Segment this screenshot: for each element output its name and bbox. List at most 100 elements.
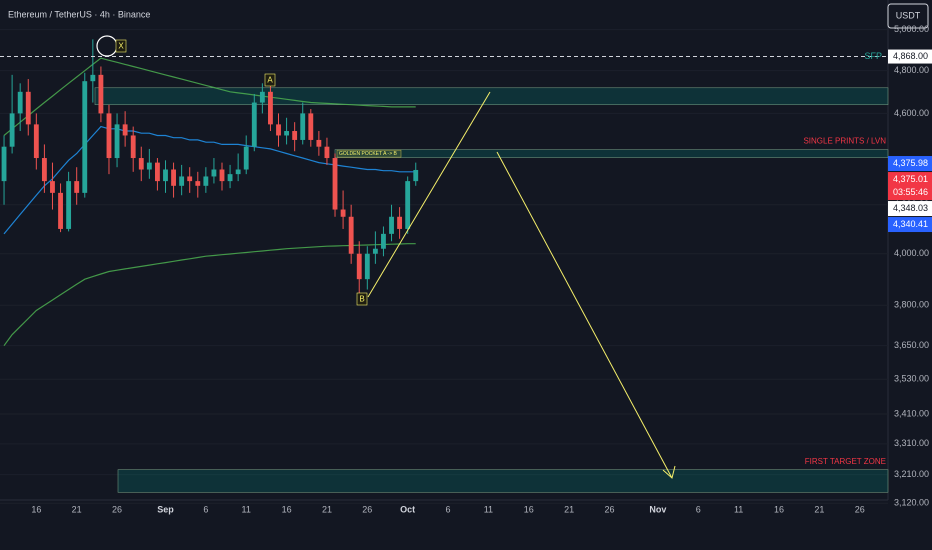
projection-arrow bbox=[496, 151, 673, 479]
candle-body bbox=[316, 139, 322, 147]
candle-body bbox=[413, 169, 419, 182]
x-tick-label: 6 bbox=[446, 504, 451, 514]
x-tick-label: 26 bbox=[604, 504, 614, 514]
point-box bbox=[115, 39, 127, 53]
y-tick-label: 4,800.00 bbox=[894, 65, 929, 75]
x-tick-label: 6 bbox=[696, 504, 701, 514]
price-label-box bbox=[888, 217, 932, 233]
candle-body bbox=[1, 146, 7, 182]
candle-body bbox=[356, 253, 362, 280]
x-tick-label: 21 bbox=[564, 504, 574, 514]
candle-body bbox=[154, 162, 160, 182]
candle-body bbox=[130, 135, 136, 159]
candle-body bbox=[227, 174, 233, 182]
x-tick-label: 11 bbox=[242, 504, 251, 514]
candle-body bbox=[211, 169, 217, 177]
candle-body bbox=[122, 124, 128, 136]
candle-body bbox=[58, 192, 63, 229]
y-tick-label: 3,530.00 bbox=[894, 374, 929, 384]
candle-body bbox=[9, 113, 15, 147]
x-tick-label: 16 bbox=[774, 504, 784, 514]
candle-body bbox=[372, 248, 378, 254]
candle-body bbox=[332, 158, 338, 210]
plot: FIRST TARGET ZONE SINGLE PRINTS / LVN GOLD… bbox=[0, 29, 889, 504]
x-tick-label: 11 bbox=[734, 504, 743, 514]
x-tick-label: Oct bbox=[400, 504, 415, 514]
candle-body bbox=[163, 169, 168, 182]
candle-body bbox=[106, 113, 112, 159]
countdown: 03:55:46 bbox=[893, 187, 928, 197]
candle-body bbox=[292, 131, 298, 140]
x-tick-label: Nov bbox=[649, 504, 666, 514]
x-tick-label: 16 bbox=[282, 504, 292, 514]
annotation: GOLDEN POCKET A -> B bbox=[339, 151, 398, 157]
y-tick-label: 3,800.00 bbox=[894, 300, 929, 310]
y-tick-label: 3,410.00 bbox=[894, 408, 929, 418]
point-label: X bbox=[118, 42, 124, 51]
symbol-title: Ethereum / TetherUS · 4h · Binance bbox=[8, 9, 150, 19]
candle-body bbox=[187, 176, 193, 182]
zone-label: SINGLE PRINTS / LVN bbox=[803, 137, 886, 146]
x-tick-label: Sep bbox=[157, 504, 174, 514]
price-label: 4,375.01 bbox=[893, 174, 928, 184]
indicator-line bbox=[3, 57, 416, 136]
level-label: SFP bbox=[864, 51, 882, 61]
candle-body bbox=[340, 209, 346, 217]
candle-body bbox=[195, 181, 201, 186]
candle-body bbox=[179, 176, 185, 186]
candle-body bbox=[41, 158, 47, 182]
candle-body bbox=[268, 91, 273, 125]
x-tick-label: 21 bbox=[322, 504, 332, 514]
candle-body bbox=[259, 91, 265, 103]
y-tick-label: 5,000.00 bbox=[894, 24, 929, 34]
candle-body bbox=[82, 81, 88, 193]
price-label-box bbox=[888, 49, 932, 64]
y-tick-label: 3,310.00 bbox=[894, 438, 929, 448]
y-tick-label: 4,000.00 bbox=[894, 248, 929, 258]
candle-body bbox=[348, 216, 354, 254]
currency-label: USDT bbox=[896, 10, 921, 20]
candle-body bbox=[50, 181, 55, 193]
candle-body bbox=[146, 162, 152, 170]
candle-body bbox=[74, 181, 80, 193]
arrow-head bbox=[662, 465, 676, 479]
y-tick-label: 3,120.00 bbox=[894, 498, 929, 508]
x-tick-label: 16 bbox=[31, 504, 41, 514]
indicator-line bbox=[3, 125, 416, 235]
point-box bbox=[356, 292, 368, 306]
candle-body bbox=[364, 253, 370, 280]
candle-body bbox=[276, 124, 281, 136]
x-tick-label: 16 bbox=[524, 504, 534, 514]
candle-body bbox=[300, 113, 306, 140]
currency-button[interactable] bbox=[887, 3, 929, 29]
y-tick-label: 4,600.00 bbox=[894, 108, 929, 118]
candle-body bbox=[171, 169, 176, 186]
point-label: A bbox=[267, 76, 273, 85]
x-tick-label: 26 bbox=[112, 504, 122, 514]
candle-body bbox=[284, 131, 290, 136]
x-tick-label: 26 bbox=[855, 504, 865, 514]
price-label: 4,868.00 bbox=[893, 51, 928, 61]
candle-body bbox=[243, 146, 249, 170]
y-tick-label: 3,210.00 bbox=[894, 469, 929, 479]
candle-body bbox=[98, 74, 104, 114]
price-label-box bbox=[888, 172, 932, 201]
candle-body bbox=[235, 169, 241, 175]
price-label-box bbox=[888, 201, 932, 217]
candle-body bbox=[308, 113, 314, 140]
zone bbox=[334, 149, 889, 158]
x-tick-label: 26 bbox=[362, 504, 372, 514]
candle-body bbox=[90, 74, 96, 82]
candle-body bbox=[17, 91, 23, 114]
candle-body bbox=[381, 233, 386, 249]
candle-body bbox=[324, 146, 330, 159]
candle-body bbox=[397, 216, 403, 229]
indicator-line bbox=[3, 243, 416, 347]
x-tick-label: 21 bbox=[814, 504, 824, 514]
candle-body bbox=[25, 91, 31, 125]
x-tick-label: 21 bbox=[72, 504, 82, 514]
price-label: 4,375.98 bbox=[893, 158, 928, 168]
candle-body bbox=[405, 181, 411, 229]
candle-body bbox=[66, 181, 72, 229]
